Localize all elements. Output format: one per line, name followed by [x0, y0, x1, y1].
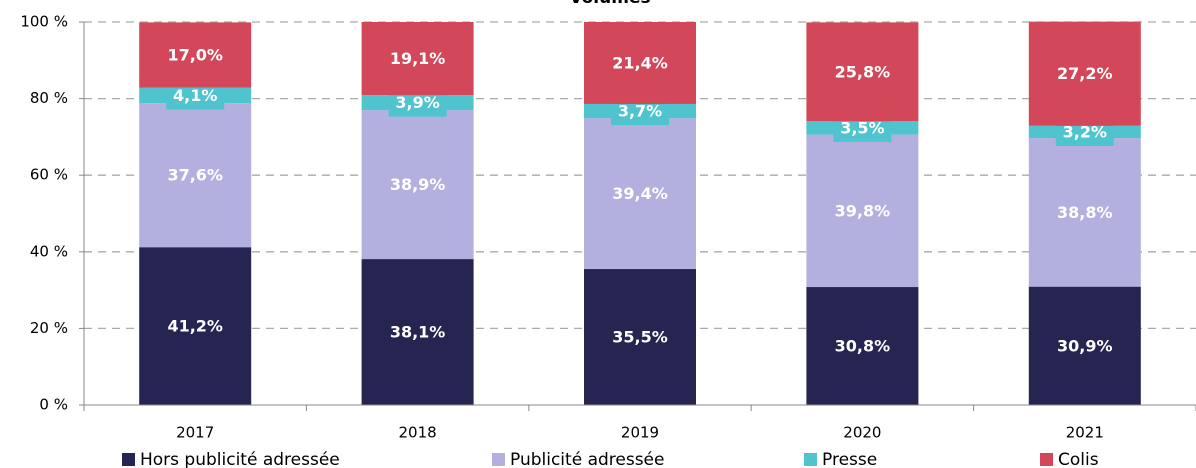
- bar-segment: [1028, 21, 1141, 126]
- legend-label: Colis: [1058, 450, 1099, 468]
- data-label: 3,7%: [618, 102, 662, 121]
- x-tick-label: 2020: [843, 424, 881, 442]
- y-tick-label: 60 %: [30, 166, 68, 184]
- bar-segment: [584, 22, 696, 104]
- y-tick-label: 80 %: [30, 89, 68, 107]
- y-tick-label: 40 %: [30, 242, 68, 260]
- bar-segment: [1028, 286, 1141, 405]
- data-label: 35,5%: [612, 328, 668, 347]
- bar-segment: [584, 269, 696, 405]
- data-label: 39,4%: [612, 184, 668, 203]
- legend-swatch: [804, 453, 817, 466]
- data-label: 37,6%: [167, 166, 223, 185]
- legend-swatch: [1040, 453, 1053, 466]
- data-label: 25,8%: [835, 62, 891, 81]
- bar-segment: [806, 287, 919, 405]
- bar-segment: [584, 118, 696, 270]
- bar-segment: [361, 259, 474, 405]
- data-label: 3,5%: [840, 118, 884, 137]
- data-label: 21,4%: [612, 53, 668, 72]
- bar-segment: [806, 22, 919, 122]
- data-label: 27,2%: [1057, 64, 1113, 83]
- data-label: 3,2%: [1063, 122, 1107, 141]
- legend-label: Publicité adressée: [510, 450, 664, 468]
- bar-segment: [1028, 138, 1141, 287]
- data-label: 3,9%: [395, 93, 439, 112]
- y-tick-label: 20 %: [30, 319, 68, 337]
- y-tick-label: 100 %: [20, 13, 68, 31]
- bar-segment: [361, 22, 474, 96]
- chart-title: Volumes: [569, 0, 650, 8]
- bar-segment: [139, 247, 252, 405]
- legend-swatch: [492, 453, 505, 466]
- x-tick-label: 2021: [1066, 424, 1104, 442]
- bar-segment: [361, 110, 474, 260]
- y-tick-label: 0 %: [39, 396, 68, 414]
- data-label: 38,1%: [390, 323, 446, 342]
- data-label: 41,2%: [167, 317, 223, 336]
- data-label: 30,8%: [835, 337, 891, 356]
- data-label: 30,9%: [1057, 336, 1113, 355]
- x-tick-label: 2019: [621, 424, 659, 442]
- data-label: 17,0%: [167, 45, 223, 64]
- legend-label: Presse: [822, 450, 877, 468]
- data-label: 38,8%: [1057, 203, 1113, 222]
- bar-segment: [806, 134, 919, 288]
- data-label: 39,8%: [835, 201, 891, 220]
- x-tick-label: 2018: [399, 424, 437, 442]
- data-label: 38,9%: [390, 175, 446, 194]
- data-label: 19,1%: [390, 49, 446, 68]
- bar-segment: [139, 22, 252, 88]
- data-label: 4,1%: [173, 86, 217, 105]
- bar-segment: [139, 103, 252, 248]
- x-tick-label: 2017: [176, 424, 214, 442]
- legend-swatch: [122, 453, 135, 466]
- legend-label: Hors publicité adressée: [140, 450, 340, 468]
